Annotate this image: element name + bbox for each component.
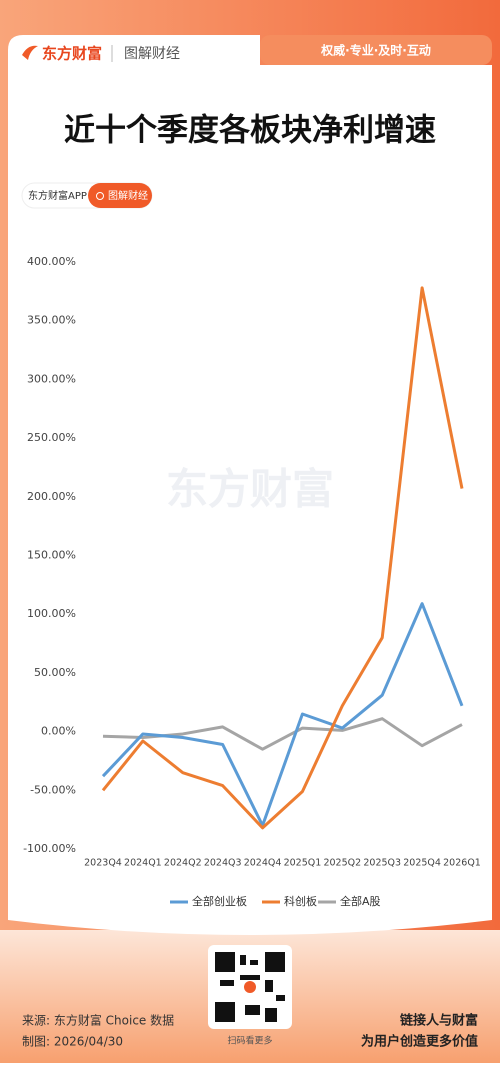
- x-tick-label: 2024Q3: [204, 858, 242, 869]
- motto: 为用户创造更多价值: [361, 1034, 478, 1050]
- x-tick-label: 2025Q1: [284, 858, 322, 869]
- tag-section: 图解财经: [108, 189, 148, 202]
- y-tick-label: -100.00%: [23, 842, 76, 855]
- title: 近十个季度各板块净利增速: [64, 113, 436, 149]
- slogan: 权威·专业·及时·互动: [320, 43, 431, 58]
- x-tick-label: 2025Q4: [403, 858, 441, 869]
- source: 来源: 东方财富 Choice 数据: [22, 1013, 174, 1028]
- tag-app: 东方财富APP: [28, 189, 87, 202]
- qr-logo: [244, 981, 256, 993]
- y-tick-label: 350.00%: [27, 314, 76, 327]
- y-tick-label: 400.00%: [27, 255, 76, 268]
- y-tick-label: -50.00%: [30, 783, 76, 796]
- x-tick-label: 2023Q4: [84, 858, 122, 869]
- x-tick-label: 2025Q3: [363, 858, 401, 869]
- watermark: 东方财富: [166, 465, 334, 514]
- section: 图解财经: [124, 46, 180, 62]
- logo: [22, 45, 38, 60]
- card: [8, 35, 492, 935]
- x-tick-label: 2025Q2: [323, 858, 361, 869]
- tag-active: [88, 183, 152, 208]
- y-tick-label: 50.00%: [34, 666, 76, 679]
- y-tick-label: 0.00%: [41, 725, 76, 738]
- motto: 链接人与财富: [399, 1013, 478, 1029]
- x-tick-label: 2026Q1: [443, 858, 481, 869]
- y-tick-label: 300.00%: [27, 372, 76, 385]
- y-tick-label: 200.00%: [27, 490, 76, 503]
- qr-caption: 扫码看更多: [227, 1035, 272, 1047]
- qr-code: [215, 952, 285, 1022]
- legend-label: 全部创业板: [192, 894, 247, 908]
- plot: -100.00% -50.00% 0.00% 50.00% 100.00% 150.00%…: [23, 255, 481, 908]
- legend-label: 科创板: [284, 894, 317, 908]
- brand: 东方财富: [42, 45, 102, 63]
- x-tick-label: 2024Q1: [124, 858, 162, 869]
- search-icon: [96, 192, 104, 200]
- made: 制图: 2026/04/30: [22, 1035, 123, 1049]
- y-tick-label: 100.00%: [27, 607, 76, 620]
- y-tick-label: 250.00%: [27, 431, 76, 444]
- series-line: [101, 602, 464, 828]
- legend-label: 全部A股: [340, 894, 381, 908]
- series-line: [101, 286, 464, 830]
- x-tick-label: 2024Q4: [244, 858, 282, 869]
- y-tick-label: 150.00%: [27, 549, 76, 562]
- slogan-bg: [260, 35, 492, 65]
- x-tick-label: 2024Q2: [164, 858, 202, 869]
